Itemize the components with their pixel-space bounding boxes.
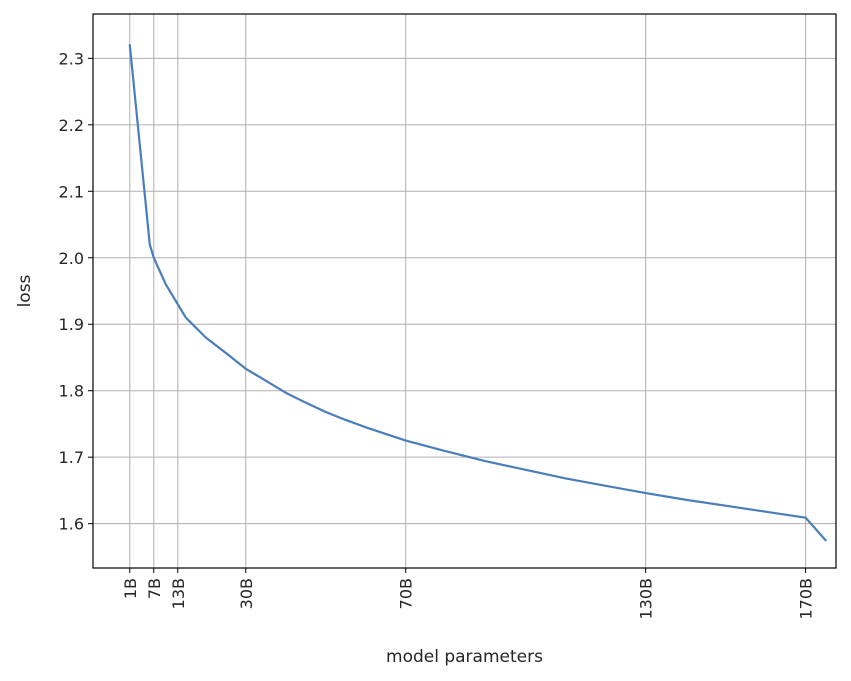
y-axis-label: loss (15, 274, 35, 307)
y-tick-label: 1.6 (59, 515, 84, 534)
y-tick-label: 2.0 (59, 249, 84, 268)
grid (93, 14, 836, 568)
x-tick-label: 170B (797, 578, 816, 620)
y-tick-label: 1.8 (59, 382, 84, 401)
x-tick-label: 7B (145, 578, 164, 599)
plot-frame (92, 13, 837, 569)
x-tick-label: 70B (397, 578, 416, 609)
x-axis-label: model parameters (386, 647, 543, 667)
y-tick-label: 2.2 (59, 116, 84, 135)
y-tick-label: 2.3 (59, 49, 84, 68)
y-tick-label: 2.1 (59, 182, 84, 201)
series-layer (128, 43, 827, 542)
y-tick-label: 1.9 (59, 315, 84, 334)
y-tick-label: 1.7 (59, 448, 84, 467)
ticks: 1B 7B 13B 30B 70B 130B 170B 1.6 1.7 1.8 1.9 2.0 2.1 2… (59, 49, 816, 619)
x-tick-label: 30B (237, 578, 256, 609)
x-tick-label: 1B (121, 578, 140, 599)
x-tick-label: 130B (637, 578, 656, 620)
x-tick-label: 13B (169, 578, 188, 609)
loss-series-line (128, 43, 827, 542)
